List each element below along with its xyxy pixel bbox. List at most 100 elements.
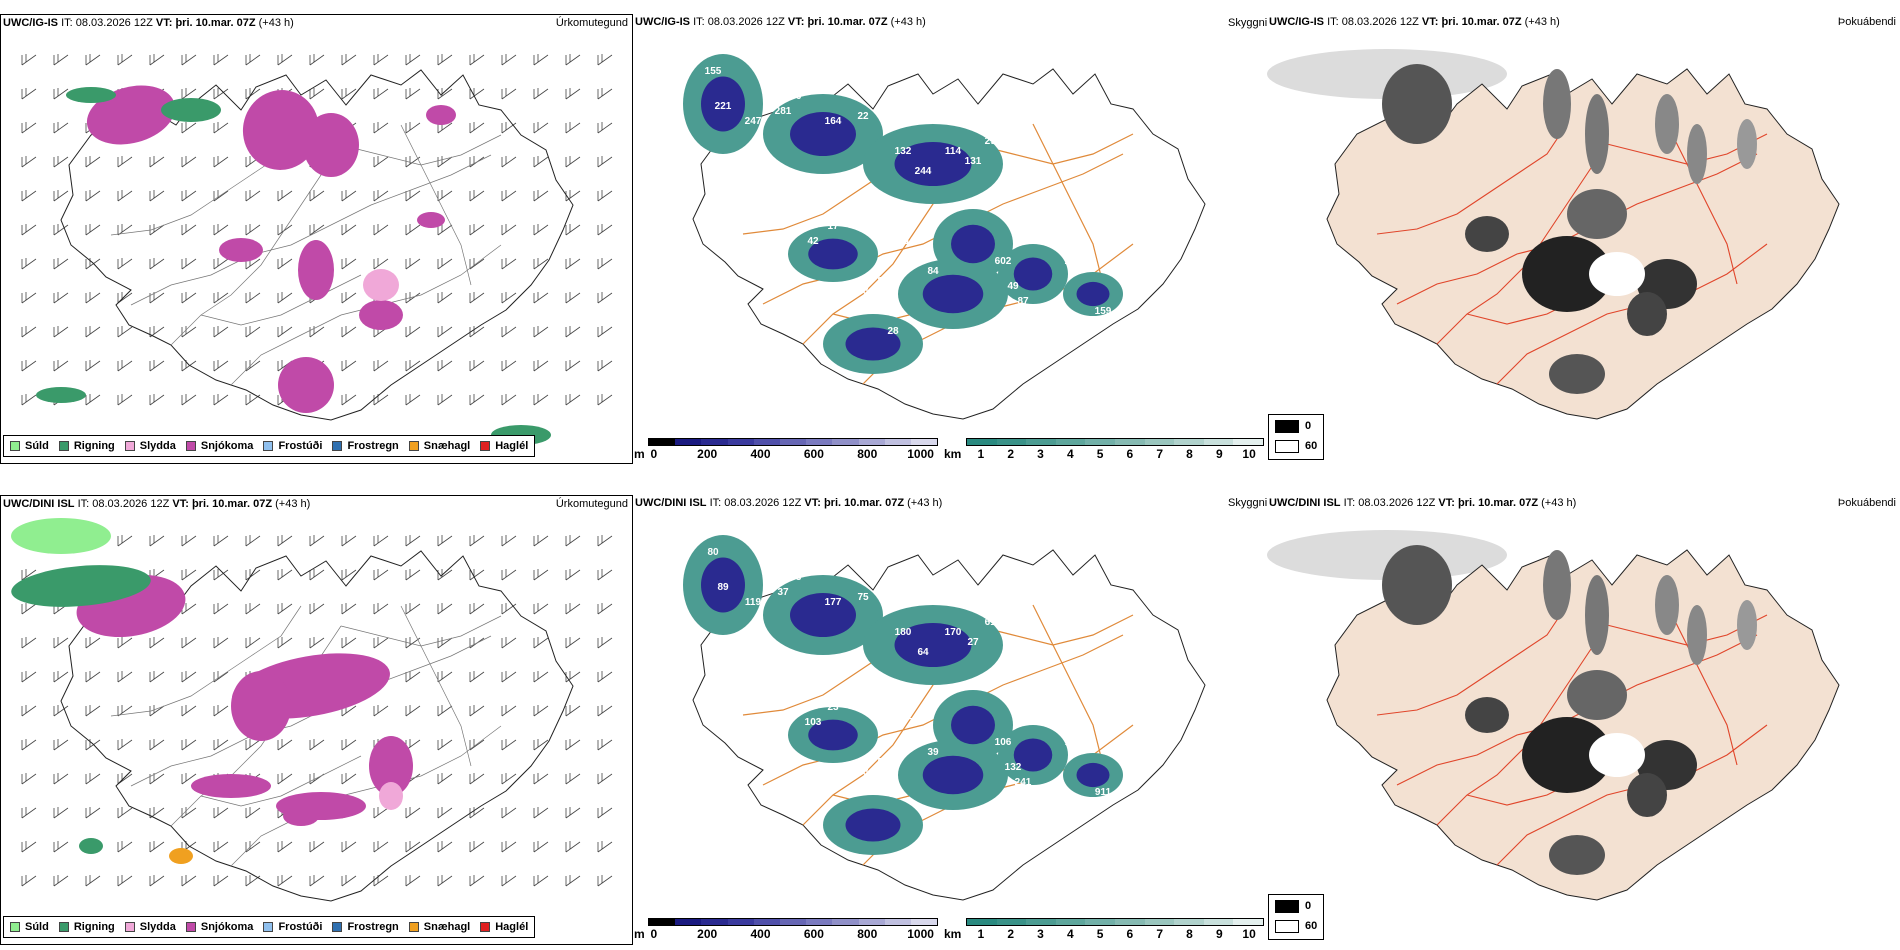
visibility-value-label: 145	[965, 386, 982, 397]
wind-barb	[117, 535, 133, 547]
colorbar-segment	[727, 439, 754, 445]
wind-barb	[469, 637, 485, 649]
visibility-value-label: 155	[705, 66, 722, 77]
wind-barb	[373, 807, 389, 819]
wind-barb	[117, 705, 133, 717]
colorbar-tick: 9	[1215, 447, 1223, 461]
fog-area	[1543, 550, 1571, 620]
legend-label: Frostúði	[278, 921, 323, 933]
wind-barb	[309, 875, 325, 887]
precip-area	[36, 387, 86, 403]
wind-barb	[597, 156, 613, 168]
colorbar-tick: 6	[1126, 927, 1134, 941]
wind-barb	[181, 705, 197, 717]
wind-barb	[21, 258, 37, 270]
wind-barb	[501, 739, 517, 751]
wind-barb	[181, 773, 197, 785]
wind-barb	[469, 773, 485, 785]
wind-barb	[53, 875, 69, 887]
wind-barb	[181, 190, 197, 202]
visibility-value-label: 68	[857, 767, 869, 778]
visibility-value-label: 134	[925, 597, 942, 608]
wind-barb	[117, 671, 133, 683]
legend-swatch	[332, 441, 343, 451]
wind-barb	[405, 258, 421, 270]
wind-barb	[437, 807, 453, 819]
wind-barb	[533, 875, 549, 887]
wind-barb	[565, 88, 581, 100]
legend-label: Súld	[25, 440, 49, 452]
wind-barb	[533, 705, 549, 717]
panel-title: Skyggni	[1228, 497, 1268, 509]
wind-barb	[53, 360, 69, 372]
visibility-value-label: 23	[827, 702, 839, 713]
precip-area	[231, 671, 291, 741]
wind-barb	[405, 603, 421, 615]
fog-area	[1627, 773, 1667, 817]
wind-barb	[117, 360, 133, 372]
wind-barb	[341, 875, 357, 887]
visibility-value-label: 508	[915, 577, 932, 588]
legend-label: Snæhagl	[423, 440, 471, 452]
precip-area	[11, 518, 111, 554]
road-line	[1496, 724, 1768, 866]
wind-barb	[565, 739, 581, 751]
wind-barb	[469, 671, 485, 683]
colorbar-segment	[675, 439, 702, 445]
fog-area	[1543, 69, 1571, 139]
precip-area	[191, 774, 271, 798]
legend-swatch	[332, 922, 343, 932]
visibility-value-label: 290	[985, 136, 1002, 147]
road-line	[1032, 604, 1104, 766]
legend-item: Súld	[10, 440, 49, 452]
wind-barb	[149, 258, 165, 270]
visibility-value-label: 75	[857, 592, 869, 603]
colorbar-tick: 9	[1215, 927, 1223, 941]
visibility-value-label: 103	[1055, 236, 1072, 247]
precip-area	[417, 212, 445, 228]
visibility-value-label: 70	[907, 717, 919, 728]
wind-barb	[533, 360, 549, 372]
wind-barb	[373, 224, 389, 236]
wind-barb	[213, 292, 229, 304]
wind-barb	[469, 88, 485, 100]
colorbar-tick: 10	[1242, 447, 1256, 461]
visibility-panel-top: 155 221 247 281 156 164 22 307 76 102 132 114 244 131…	[633, 14, 1267, 464]
legend-label: Súld	[25, 921, 49, 933]
visibility-value-label: 37	[777, 587, 789, 598]
wind-barb	[149, 190, 165, 202]
visibility-value-label: 103	[805, 717, 822, 728]
precip-area	[359, 300, 403, 330]
wind-barb	[213, 326, 229, 338]
colorbar-segment	[1233, 919, 1263, 925]
wind-barb	[181, 54, 197, 66]
visibility-value-label: 307	[885, 101, 902, 112]
colorbar-segment	[1233, 439, 1263, 445]
wind-barb	[565, 156, 581, 168]
wind-barb	[533, 88, 549, 100]
fog-area	[1655, 94, 1679, 154]
wind-barb	[21, 569, 37, 581]
wind-barb	[373, 841, 389, 853]
wind-barb	[149, 773, 165, 785]
legend-item: Súld	[10, 921, 49, 933]
wind-barb	[405, 807, 421, 819]
wind-barb	[149, 671, 165, 683]
visibility-value-label: 247	[745, 116, 762, 127]
wind-barb	[405, 326, 421, 338]
wind-barb	[437, 54, 453, 66]
precip-map-top	[21, 54, 613, 445]
visibility-value-label: 221	[715, 101, 732, 112]
low-visibility-m	[894, 142, 972, 186]
wind-barb	[501, 603, 517, 615]
legend-label: Frostregn	[347, 921, 399, 933]
wind-barb	[341, 292, 357, 304]
precip-area	[283, 806, 319, 826]
legend-label: Frostregn	[347, 440, 399, 452]
precip-type-panel-bottom: UWC/DINI ISL IT: 08.03.2026 12Z VT: þri.…	[0, 495, 633, 945]
wind-barb	[469, 535, 485, 547]
legend-label: Haglél	[495, 440, 529, 452]
legend-item: Slydda	[124, 440, 176, 452]
panel-title: Úrkomutegund	[555, 498, 628, 510]
wind-barb	[501, 122, 517, 134]
